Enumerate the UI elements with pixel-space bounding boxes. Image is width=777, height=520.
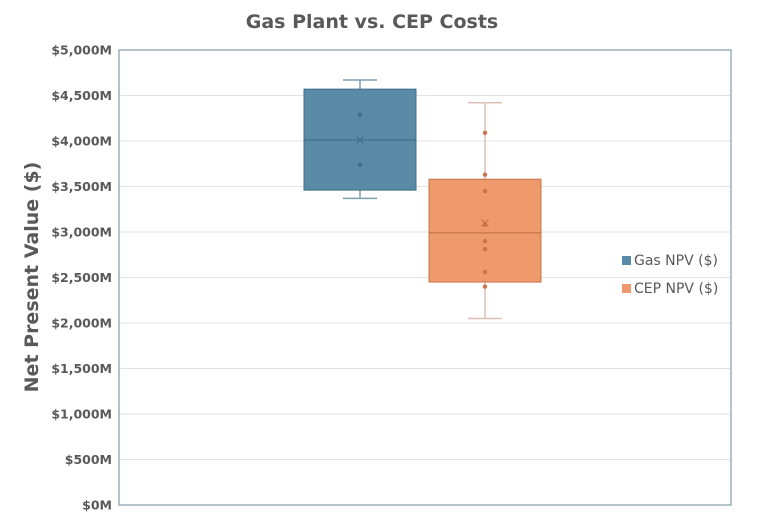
mean-marker xyxy=(356,136,364,145)
y-tick-label: $3,000M xyxy=(51,225,112,240)
y-tick-label: $1,000M xyxy=(51,407,112,422)
y-tick-label: $1,500M xyxy=(51,361,112,376)
data-point xyxy=(482,188,488,194)
plot-area-border xyxy=(118,49,732,506)
y-tick-label: $0M xyxy=(82,498,112,513)
data-point xyxy=(482,130,488,136)
legend-label: Gas NPV ($) xyxy=(634,253,718,269)
data-point xyxy=(482,269,488,275)
box-series xyxy=(303,79,542,320)
box-gas xyxy=(303,79,417,200)
y-tick-label: $5,000M xyxy=(51,43,112,58)
chart-title: Gas Plant vs. CEP Costs xyxy=(246,11,499,33)
data-point xyxy=(357,162,363,167)
data-point xyxy=(357,112,363,117)
legend-swatch xyxy=(622,284,631,293)
y-axis-ticks: $0M $500M $1,000M $1,500M $2,000M $2,500M $3,0… xyxy=(51,43,112,513)
y-tick-label: $2,000M xyxy=(51,316,112,331)
legend-swatch xyxy=(622,256,631,265)
y-tick-label: $3,500M xyxy=(51,179,112,194)
gridlines xyxy=(119,95,731,460)
data-point xyxy=(482,284,488,289)
y-tick-label: $500M xyxy=(65,452,112,467)
y-tick-label: $2,500M xyxy=(51,270,112,285)
data-point xyxy=(482,247,488,252)
legend-item-gas: Gas NPV ($) xyxy=(622,253,718,269)
data-point xyxy=(482,172,488,177)
iqr-box xyxy=(428,178,542,283)
y-tick-label: $4,000M xyxy=(51,134,112,149)
y-axis-label: Net Present Value ($) xyxy=(21,162,43,393)
mean-marker xyxy=(481,218,489,227)
legend-item-cep: CEP NPV ($) xyxy=(622,281,718,297)
box-cep xyxy=(428,102,542,320)
data-point xyxy=(482,238,488,244)
y-tick-label: $4,500M xyxy=(51,88,112,103)
legend: Gas NPV ($) CEP NPV ($) xyxy=(622,253,718,297)
legend-label: CEP NPV ($) xyxy=(634,281,718,297)
